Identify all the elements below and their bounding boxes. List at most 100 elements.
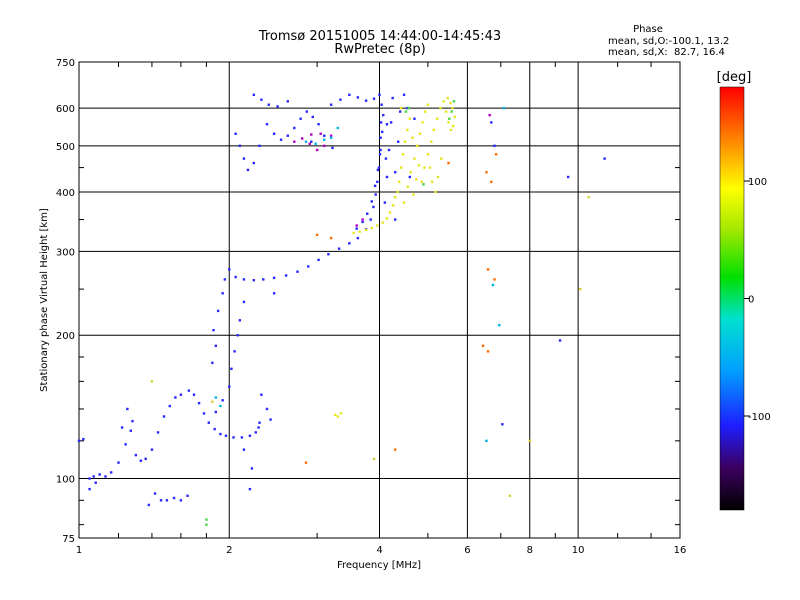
data-point — [260, 393, 263, 396]
data-point — [393, 448, 397, 451]
data-point — [490, 121, 493, 124]
data-point — [415, 178, 418, 181]
data-point — [214, 344, 218, 348]
data-point — [242, 157, 246, 160]
data-point — [408, 117, 411, 120]
x-tick-label: 2 — [226, 545, 232, 556]
data-point — [428, 166, 432, 169]
data-point — [422, 183, 425, 186]
data-point — [417, 164, 421, 167]
data-point — [412, 193, 415, 196]
data-point — [451, 106, 454, 110]
data-point — [491, 283, 495, 287]
data-point — [213, 427, 216, 431]
data-point — [117, 461, 120, 464]
data-point — [369, 218, 372, 221]
data-point — [348, 242, 351, 245]
data-point — [205, 523, 208, 526]
data-point — [366, 212, 369, 215]
data-point — [391, 204, 395, 207]
data-point — [187, 389, 191, 392]
data-point — [323, 134, 326, 137]
data-point — [296, 270, 299, 273]
data-point — [401, 153, 405, 156]
data-point — [426, 153, 430, 156]
data-point — [361, 220, 364, 224]
data-point — [248, 487, 252, 491]
colorbar-tick-label: 100 — [748, 177, 767, 188]
data-point — [402, 93, 406, 96]
data-point — [587, 195, 590, 199]
data-point — [276, 105, 279, 108]
data-point — [315, 233, 319, 237]
data-point — [315, 148, 319, 152]
colorbar-ticks: 100 0 -100 — [744, 177, 771, 423]
data-point — [379, 136, 382, 139]
y-tick-label: 500 — [56, 142, 75, 153]
data-point — [364, 99, 368, 102]
data-point — [352, 231, 355, 235]
data-point — [197, 401, 201, 405]
data-point — [379, 148, 382, 152]
data-point — [426, 103, 430, 106]
data-point — [305, 110, 308, 113]
data-point — [265, 407, 269, 411]
data-point — [378, 153, 382, 156]
data-point — [498, 323, 501, 327]
data-point — [508, 494, 512, 497]
data-point — [337, 247, 341, 250]
data-point — [453, 115, 456, 119]
data-point — [286, 100, 289, 103]
x-tick-label: 10 — [572, 545, 585, 556]
data-point — [265, 123, 269, 126]
data-point — [409, 171, 412, 174]
data-point — [381, 221, 384, 224]
data-point — [262, 278, 265, 281]
data-point — [406, 185, 410, 189]
data-point — [272, 276, 276, 280]
data-point — [233, 350, 236, 353]
data-point — [310, 140, 313, 143]
data-point — [77, 439, 81, 443]
data-point — [374, 193, 377, 196]
data-point — [331, 146, 334, 150]
data-point — [211, 400, 214, 403]
data-points — [77, 93, 606, 526]
data-point — [452, 124, 455, 128]
data-point — [485, 439, 488, 443]
data-point — [481, 344, 485, 348]
data-point — [486, 268, 490, 271]
data-point — [317, 258, 320, 262]
y-tick-label: 750 — [56, 58, 75, 69]
data-point — [488, 113, 491, 117]
data-point — [490, 180, 493, 184]
data-point — [391, 96, 394, 100]
data-point — [376, 224, 379, 227]
data-point — [528, 439, 531, 443]
data-point — [304, 461, 308, 464]
data-point — [436, 175, 440, 179]
data-point — [393, 171, 397, 174]
data-point — [153, 492, 157, 495]
data-point — [228, 385, 231, 388]
y-tick-label: 300 — [56, 247, 75, 258]
data-point — [293, 140, 296, 143]
data-point — [162, 415, 166, 418]
data-point — [397, 180, 401, 184]
y-tick-labels: 75 100 200 300 400 500 600 750 — [56, 58, 75, 545]
data-point — [329, 103, 333, 106]
data-point — [406, 106, 409, 110]
data-point — [327, 252, 330, 256]
data-point — [314, 142, 317, 145]
data-point — [434, 190, 437, 194]
data-point — [333, 413, 337, 417]
data-point — [447, 161, 450, 165]
data-point — [124, 443, 127, 446]
data-point — [420, 180, 423, 184]
data-point — [452, 100, 456, 103]
data-point — [205, 518, 208, 521]
data-point — [447, 121, 450, 124]
data-point — [179, 499, 183, 502]
data-point — [418, 132, 422, 135]
data-point — [579, 287, 582, 291]
